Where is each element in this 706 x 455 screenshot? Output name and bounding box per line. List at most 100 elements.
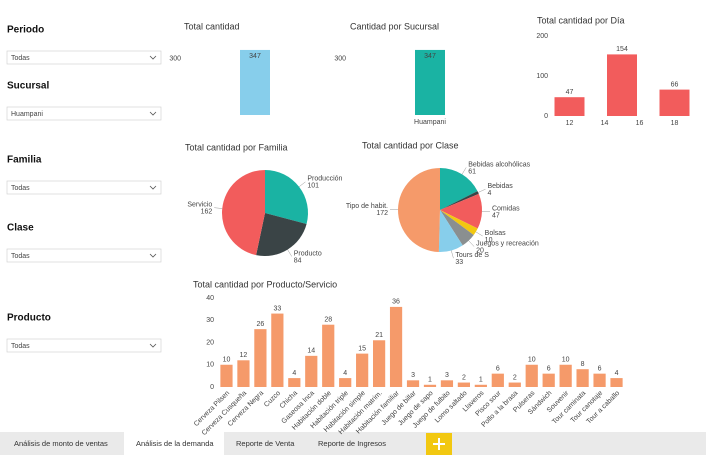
pie-value: 84 — [294, 257, 302, 264]
y-tick-label: 20 — [206, 339, 214, 346]
bar — [322, 324, 335, 387]
slicer-value: Todas — [11, 55, 30, 62]
data-label: 2 — [462, 374, 466, 381]
pie-value: 4 — [487, 190, 491, 197]
data-label: 47 — [566, 89, 574, 96]
slicer-title: Familia — [7, 155, 42, 166]
chart-title: Total cantidad — [184, 21, 240, 31]
data-label: 10 — [528, 357, 536, 364]
leader-line — [461, 167, 467, 175]
x-tick-label: 18 — [671, 120, 679, 127]
dropdown-arrow — [149, 111, 157, 116]
add-page-button[interactable] — [426, 433, 452, 455]
data-label: 4 — [292, 370, 296, 377]
pie-slice — [440, 193, 483, 229]
slicer-value: Todas — [11, 185, 30, 192]
pie-label: Bolsas — [485, 230, 507, 237]
pie-label: Servicio — [187, 202, 212, 209]
y-tick-label: 200 — [536, 33, 548, 40]
bar — [423, 384, 437, 387]
chart-title: Total cantidad por Día — [537, 15, 625, 25]
bar — [271, 313, 284, 387]
bar — [372, 340, 386, 387]
bar — [389, 306, 403, 387]
pie-slice — [397, 168, 440, 252]
slicer-dropdown[interactable] — [6, 338, 162, 353]
leader-line — [451, 250, 454, 259]
bar — [607, 54, 637, 116]
pie-slice — [265, 170, 308, 224]
pie-value: 47 — [492, 212, 500, 219]
slicer-title: Producto — [7, 313, 51, 324]
bar — [237, 360, 250, 387]
chart-title: Total cantidad por Familia — [185, 142, 288, 152]
data-label: 66 — [671, 81, 679, 88]
pie-value: 172 — [376, 210, 388, 217]
pie-label: Producto — [294, 250, 322, 257]
bar — [542, 373, 555, 387]
page-tab[interactable]: Análisis de la demanda — [136, 439, 214, 448]
bar — [525, 364, 538, 387]
leader-line — [475, 231, 483, 237]
pie-label: Comidas — [492, 205, 520, 212]
pie-label: Bebidas — [487, 183, 513, 190]
data-label: 6 — [547, 365, 551, 372]
data-label: 347 — [424, 53, 436, 60]
dropdown-arrow — [149, 253, 157, 258]
page-tab[interactable]: Reporte de Ingresos — [318, 439, 386, 448]
slicer-dropdown[interactable] — [6, 50, 162, 65]
slicer-dropdown[interactable] — [6, 180, 162, 195]
pie-slice — [440, 168, 478, 210]
slicer-dropdown[interactable] — [6, 106, 162, 121]
y-tick-label: 300 — [334, 56, 346, 63]
y-tick-label: 300 — [169, 56, 181, 63]
pie-label: Producción — [307, 176, 342, 183]
bar — [288, 378, 301, 387]
slicer-dropdown[interactable] — [6, 248, 162, 263]
bar — [240, 49, 270, 115]
page-tab[interactable]: Análisis de monto de ventas — [14, 439, 108, 448]
bar — [474, 384, 487, 387]
leader-line — [287, 249, 292, 257]
slicer-title: Clase — [7, 223, 34, 234]
slicer-value: Todas — [11, 253, 30, 260]
bar — [415, 49, 445, 115]
chart-title: Total cantidad por Producto/Servicio — [193, 279, 337, 289]
data-label: 6 — [598, 365, 602, 372]
slicer-title: Periodo — [7, 25, 44, 36]
x-tick-label: 12 — [566, 120, 574, 127]
data-label: 8 — [581, 361, 585, 368]
data-label: 21 — [375, 332, 383, 339]
data-label: 33 — [273, 305, 281, 312]
data-label: 10 — [223, 357, 231, 364]
x-tick-label: Huampani — [414, 119, 446, 126]
pie-slice — [438, 210, 463, 252]
dropdown-arrow — [149, 55, 157, 60]
bar — [457, 382, 471, 387]
pie-slice — [256, 213, 307, 256]
bar — [659, 89, 690, 116]
pie-value: 101 — [307, 183, 319, 190]
data-label: 4 — [343, 370, 347, 377]
data-label: 12 — [240, 352, 248, 359]
leader-line — [298, 181, 306, 187]
active-tab — [124, 432, 224, 455]
leader-line — [214, 207, 223, 209]
pie-slice — [440, 210, 474, 246]
data-label: 28 — [324, 317, 332, 324]
data-label: 15 — [358, 345, 366, 352]
data-label: 154 — [616, 46, 628, 53]
pie-label: Juegos y recreación — [476, 240, 539, 247]
x-tick-label: 16 — [636, 120, 644, 127]
x-tick-label: 14 — [601, 120, 609, 127]
bar — [356, 353, 369, 387]
chart-title: Total cantidad por Clase — [362, 140, 459, 150]
data-label: 4 — [615, 370, 619, 377]
data-label: 1 — [479, 377, 483, 384]
pie-slice — [440, 210, 478, 236]
page-tab[interactable]: Reporte de Venta — [236, 439, 295, 448]
bar — [491, 373, 504, 387]
bar — [559, 364, 572, 387]
pie-label: Tours de S — [455, 252, 489, 259]
bar — [440, 380, 454, 387]
